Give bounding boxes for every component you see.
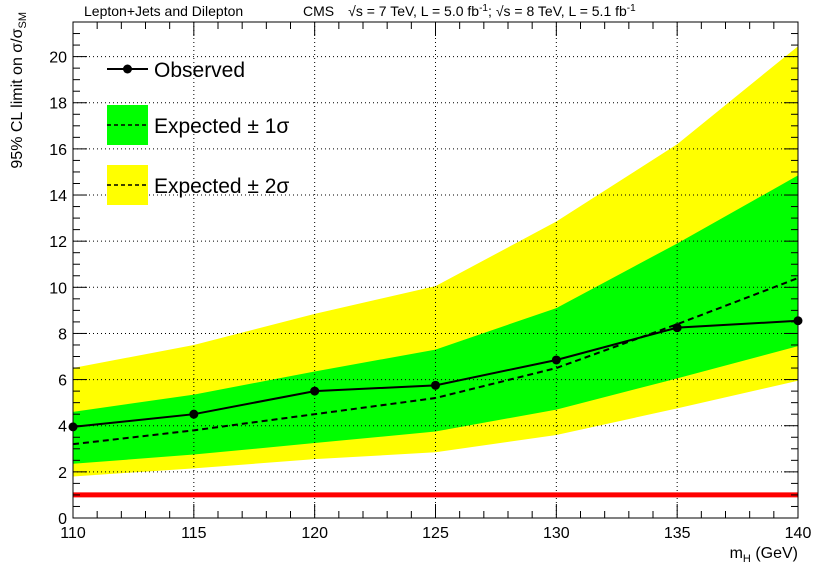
y-tick-label: 20	[49, 50, 67, 67]
y-tick-label: 2	[58, 465, 67, 482]
y-tick-label: 8	[58, 326, 67, 343]
x-tick-label: 115	[181, 525, 207, 542]
legend-band1-label: Expected ± 1σ	[154, 115, 289, 138]
y-tick-label: 6	[58, 373, 67, 390]
x-tick-label: 130	[543, 525, 570, 542]
x-axis-title: mH (GeV)	[730, 545, 798, 565]
legend-observed-marker	[123, 64, 132, 74]
legend-band2-label: Expected ± 2σ	[154, 175, 289, 198]
y-axis-title: 95% CL limit on σ/σSM	[9, 12, 29, 169]
y-tick-label: 16	[49, 142, 67, 159]
y-tick-label: 4	[58, 419, 67, 436]
y-tick-label: 0	[58, 511, 67, 528]
x-tick-label: 120	[301, 525, 328, 542]
header-right-label: CMS √s = 7 TeV, L = 5.0 fb-1; √s = 8 TeV, …	[303, 3, 636, 19]
y-tick-label: 14	[49, 188, 67, 205]
expected-line	[72, 277, 799, 446]
x-tick-label: 125	[422, 525, 449, 542]
observed-point	[431, 380, 440, 390]
header-left-label: Lepton+Jets and Dilepton	[84, 3, 243, 19]
observed-point	[551, 355, 561, 365]
plot-area: 110 115 120 125 130 135 140 0 2 4 6 8 10 12 14 16 18 20	[49, 21, 812, 542]
observed-point	[189, 409, 199, 419]
x-tick-label: 110	[60, 525, 86, 542]
y-tick-label: 10	[49, 280, 67, 297]
y-tick-label: 12	[49, 234, 67, 251]
band-1sigma	[73, 175, 798, 464]
observed-point	[310, 386, 320, 396]
x-tick-label: 135	[664, 525, 691, 542]
legend-band1-swatch	[107, 105, 148, 145]
legend-observed-label: Observed	[154, 59, 245, 82]
legend-band2-swatch	[107, 165, 148, 205]
y-tick-label: 18	[49, 96, 67, 113]
legend: Observed Expected ± 1σ Expected ± 2σ	[107, 59, 289, 205]
x-tick-label: 140	[785, 525, 812, 542]
observed-point	[672, 323, 682, 333]
sqrt-symbol: √	[348, 3, 356, 19]
